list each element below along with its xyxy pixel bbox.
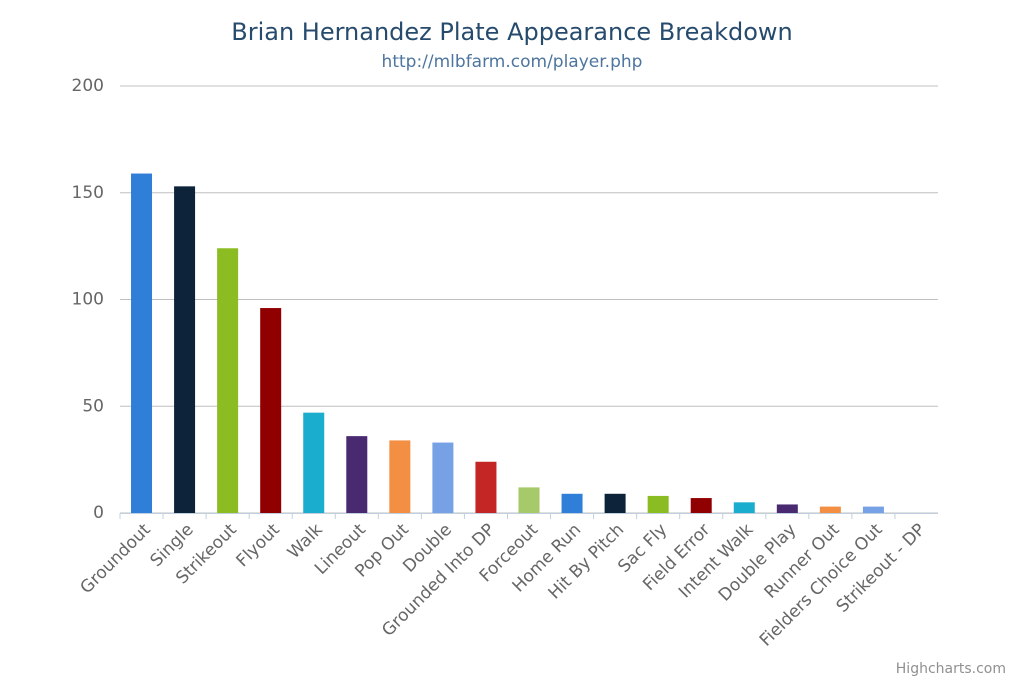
bar (690, 498, 712, 513)
x-tick-label: Flyout (233, 520, 284, 571)
bar (389, 440, 411, 513)
bar (217, 248, 239, 513)
bar (475, 461, 497, 513)
bar (604, 493, 626, 513)
y-tick-label: 200 (72, 76, 104, 96)
bar (432, 442, 454, 513)
y-tick-label: 150 (72, 183, 104, 203)
bar (862, 506, 884, 513)
bar (346, 436, 368, 513)
bar (131, 173, 153, 513)
bar (776, 504, 798, 513)
chart-subtitle: http://mlbfarm.com/player.php (382, 52, 643, 72)
bar (561, 493, 583, 513)
bar (733, 502, 755, 513)
bar (174, 186, 196, 513)
bar (260, 308, 282, 513)
y-tick-label: 100 (72, 290, 104, 310)
bar (819, 506, 841, 513)
y-tick-label: 0 (93, 503, 104, 523)
bar (518, 487, 540, 513)
x-tick-label: Groundout (77, 520, 155, 598)
y-tick-label: 50 (82, 396, 104, 416)
bar (303, 412, 325, 513)
chart-title: Brian Hernandez Plate Appearance Breakdo… (231, 18, 792, 46)
bar (647, 495, 669, 513)
credits: Highcharts.com (896, 661, 1006, 677)
